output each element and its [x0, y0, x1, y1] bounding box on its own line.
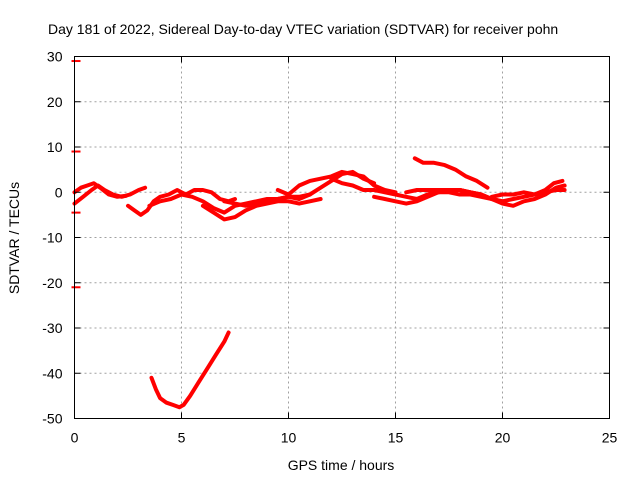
x-tick-label: 15 — [388, 430, 404, 446]
y-tick-label: -50 — [42, 411, 62, 427]
series-line-pass-13 — [412, 156, 490, 190]
x-tick-label: 10 — [281, 430, 297, 446]
y-tick-label: 30 — [47, 49, 63, 65]
ticks-layer: 0 5 10 15 20 25 30 20 10 0 -10 -20 -30 -40 -50 — [42, 49, 617, 446]
y-tick-label: -40 — [42, 365, 62, 381]
grid-layer — [74, 56, 610, 419]
y-axis-title: SDTVAR / TECUs — [6, 182, 22, 294]
series-line-pass-8 — [329, 176, 505, 204]
x-axis-title: GPS time / hours — [288, 457, 395, 473]
y-tick-label: -10 — [42, 230, 62, 246]
series-line-pass-3 — [126, 188, 237, 217]
series-layer — [71, 60, 567, 410]
series-line-pass-5 — [200, 197, 323, 222]
series-line-pass-11 — [425, 183, 567, 208]
x-tick-label: 20 — [495, 430, 511, 446]
y-tick-label: 0 — [55, 184, 63, 200]
y-tick-label: -20 — [42, 275, 62, 291]
y-tick-label: -30 — [42, 320, 62, 336]
series-line-pass-12 — [489, 178, 565, 199]
series-line-pass-14 — [149, 330, 231, 410]
chart-title: Day 181 of 2022, Sidereal Day-to-day VTE… — [48, 21, 558, 37]
series-line-pass-2 — [72, 183, 148, 206]
series-line-pass-7 — [275, 169, 398, 197]
series-line-pass-6 — [222, 169, 377, 208]
y-tick-label: 10 — [47, 139, 63, 155]
x-tick-label: 5 — [178, 430, 186, 446]
y-tick-label: 20 — [47, 94, 63, 110]
x-tick-label: 0 — [71, 430, 79, 446]
x-tick-label: 25 — [602, 430, 618, 446]
